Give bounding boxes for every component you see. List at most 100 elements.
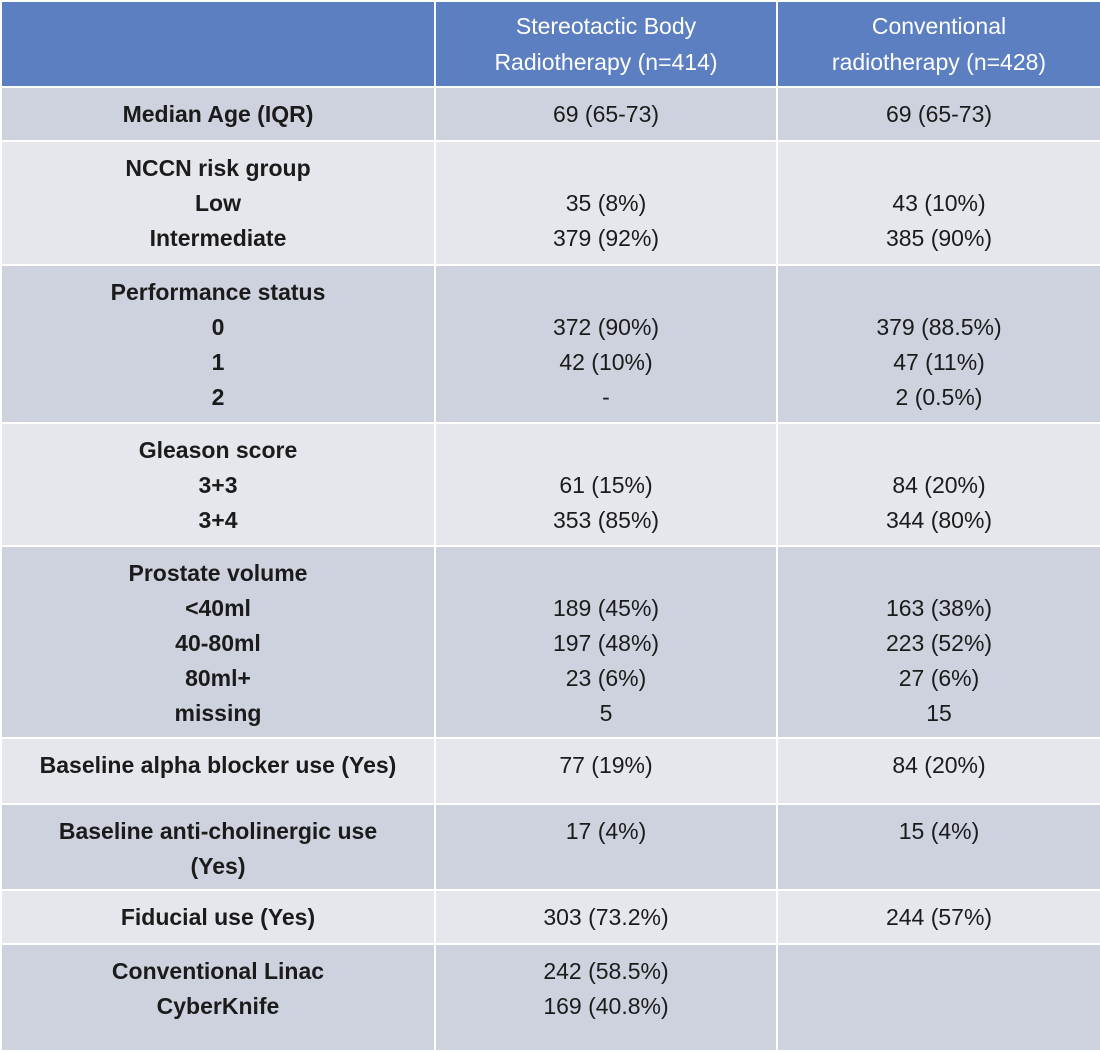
table-row: Baseline anti-cholinergic use (Yes) 17 (4%… xyxy=(0,803,1100,891)
cell-line: 40-80ml xyxy=(175,630,261,656)
cell-line: 372 (90%) xyxy=(552,314,660,340)
cell-line: 2 xyxy=(211,384,225,410)
conventional-value-cell: 244 (57%) xyxy=(776,889,1100,945)
cell-line: 385 (90%) xyxy=(885,225,993,251)
cell-line: missing xyxy=(174,700,262,726)
row-label-cell: Conventional Linac CyberKnife xyxy=(0,943,436,1052)
conventional-value-cell: 15 (4%) xyxy=(776,803,1100,891)
table-row: Fiducial use (Yes) 303 (73.2%) 244 (57%) xyxy=(0,889,1100,945)
cell-line: 197 (48%) xyxy=(552,630,660,656)
row-label-cell: Median Age (IQR) xyxy=(0,86,436,142)
cell-line xyxy=(436,556,776,591)
cell-line: - xyxy=(602,384,610,410)
cell-line: NCCN risk group xyxy=(125,155,311,181)
row-label-cell: Gleason score 3+3 3+4 xyxy=(0,422,436,547)
header-conventional-line-2: radiotherapy (n=428) xyxy=(831,49,1047,75)
cell-line: Low xyxy=(195,190,241,216)
cell-line: Performance status xyxy=(110,279,326,305)
cell-line: 47 (11%) xyxy=(893,349,985,375)
cell-line: 27 (6%) xyxy=(898,665,980,691)
cell-line: 3+3 xyxy=(198,472,238,498)
cell-line: 84 (20%) xyxy=(892,472,986,498)
cell-line: 344 (80%) xyxy=(885,507,993,533)
cell-line: Prostate volume xyxy=(128,560,308,586)
conventional-value-cell: 84 (20%) xyxy=(776,737,1100,805)
cell-line: 15 (4%) xyxy=(898,818,980,844)
conventional-value-cell: 163 (38%) 223 (52%) 27 (6%) 15 xyxy=(776,545,1100,739)
header-cell-sbrt: Stereotactic Body Radiotherapy (n=414) xyxy=(434,0,778,88)
row-label-cell: NCCN risk group Low Intermediate xyxy=(0,140,436,266)
cell-line: Baseline anti-cholinergic use xyxy=(58,818,378,844)
cell-line xyxy=(436,433,776,468)
conventional-value-cell: 69 (65-73) xyxy=(776,86,1100,142)
header-sbrt-line-2: Radiotherapy (n=414) xyxy=(494,49,718,75)
cell-line: 303 (73.2%) xyxy=(543,904,669,930)
cell-line: 17 (4%) xyxy=(565,818,647,844)
row-label-cell: Baseline anti-cholinergic use (Yes) xyxy=(0,803,436,891)
conventional-value-cell xyxy=(776,943,1100,1052)
cell-line: 1 xyxy=(211,349,225,375)
sbrt-value-cell: 69 (65-73) xyxy=(434,86,778,142)
table-row: Conventional Linac CyberKnife 242 (58.5%) 1… xyxy=(0,943,1100,1052)
cell-line: 379 (92%) xyxy=(552,225,660,251)
cell-line: <40ml xyxy=(185,595,251,621)
cell-line xyxy=(778,151,1100,186)
cell-line: 69 (65-73) xyxy=(552,101,660,127)
cell-line: 84 (20%) xyxy=(892,752,986,778)
cell-line: 35 (8%) xyxy=(565,190,647,216)
sbrt-value-cell: 189 (45%) 197 (48%) 23 (6%) 5 xyxy=(434,545,778,739)
cell-line: 2 (0.5%) xyxy=(895,384,983,410)
cell-line: 189 (45%) xyxy=(552,595,660,621)
cell-line: 379 (88.5%) xyxy=(876,314,1002,340)
cell-line xyxy=(778,275,1100,310)
table-row: Performance status 0 1 2 372 (90%) 42 (10%) -… xyxy=(0,264,1100,424)
table-row: Median Age (IQR) 69 (65-73) 69 (65-73) xyxy=(0,86,1100,142)
cell-line: 43 (10%) xyxy=(892,190,986,216)
cell-line: 5 xyxy=(599,700,613,726)
row-label-cell: Fiducial use (Yes) xyxy=(0,889,436,945)
table-row: NCCN risk group Low Intermediate 35 (8%) 37… xyxy=(0,140,1100,266)
header-conventional-line-1: Conventional xyxy=(871,13,1007,39)
cell-line: 23 (6%) xyxy=(565,665,647,691)
row-label-cell: Prostate volume <40ml 40-80ml 80ml+ missing xyxy=(0,545,436,739)
header-row: Stereotactic Body Radiotherapy (n=414) C… xyxy=(0,0,1100,88)
cell-line: 77 (19%) xyxy=(559,752,653,778)
sbrt-value-cell: 303 (73.2%) xyxy=(434,889,778,945)
header-sbrt-line-1: Stereotactic Body xyxy=(515,13,697,39)
sbrt-value-cell: 77 (19%) xyxy=(434,737,778,805)
cell-line: Median Age (IQR) xyxy=(122,101,314,127)
sbrt-value-cell: 372 (90%) 42 (10%) - xyxy=(434,264,778,424)
conventional-value-cell: 43 (10%) 385 (90%) xyxy=(776,140,1100,266)
cell-line xyxy=(778,556,1100,591)
table-body: Median Age (IQR) 69 (65-73) 69 (65-73) NCCN… xyxy=(0,86,1100,1052)
sbrt-value-cell: 17 (4%) xyxy=(434,803,778,891)
cell-line: CyberKnife xyxy=(156,993,280,1019)
cell-line: 223 (52%) xyxy=(885,630,993,656)
cell-line: 163 (38%) xyxy=(885,595,993,621)
sbrt-value-cell: 242 (58.5%) 169 (40.8%) xyxy=(434,943,778,1052)
cell-line: 61 (15%) xyxy=(559,472,653,498)
cell-line: (Yes) xyxy=(190,853,246,879)
cell-line: Fiducial use (Yes) xyxy=(120,904,316,930)
row-label-cell: Performance status 0 1 2 xyxy=(0,264,436,424)
conventional-value-cell: 84 (20%) 344 (80%) xyxy=(776,422,1100,547)
cell-line: 0 xyxy=(211,314,225,340)
cell-line: 3+4 xyxy=(198,507,238,533)
table-row: Gleason score 3+3 3+4 61 (15%) 353 (85%) 84… xyxy=(0,422,1100,547)
cell-line xyxy=(436,151,776,186)
header-cell-empty xyxy=(0,0,436,88)
cell-line xyxy=(436,275,776,310)
cell-line: 15 xyxy=(926,700,952,726)
header-cell-conventional: Conventional radiotherapy (n=428) xyxy=(776,0,1100,88)
cell-line: 69 (65-73) xyxy=(885,101,993,127)
table-row: Baseline alpha blocker use (Yes) 77 (19%)… xyxy=(0,737,1100,805)
cell-line: 244 (57%) xyxy=(885,904,993,930)
cell-line: Intermediate xyxy=(149,225,287,251)
table-row: Prostate volume <40ml 40-80ml 80ml+ missing … xyxy=(0,545,1100,739)
cell-line: 42 (10%) xyxy=(559,349,653,375)
cell-line: 169 (40.8%) xyxy=(543,993,669,1019)
sbrt-value-cell: 61 (15%) 353 (85%) xyxy=(434,422,778,547)
cell-line: 353 (85%) xyxy=(552,507,660,533)
cell-line: 242 (58.5%) xyxy=(543,958,669,984)
